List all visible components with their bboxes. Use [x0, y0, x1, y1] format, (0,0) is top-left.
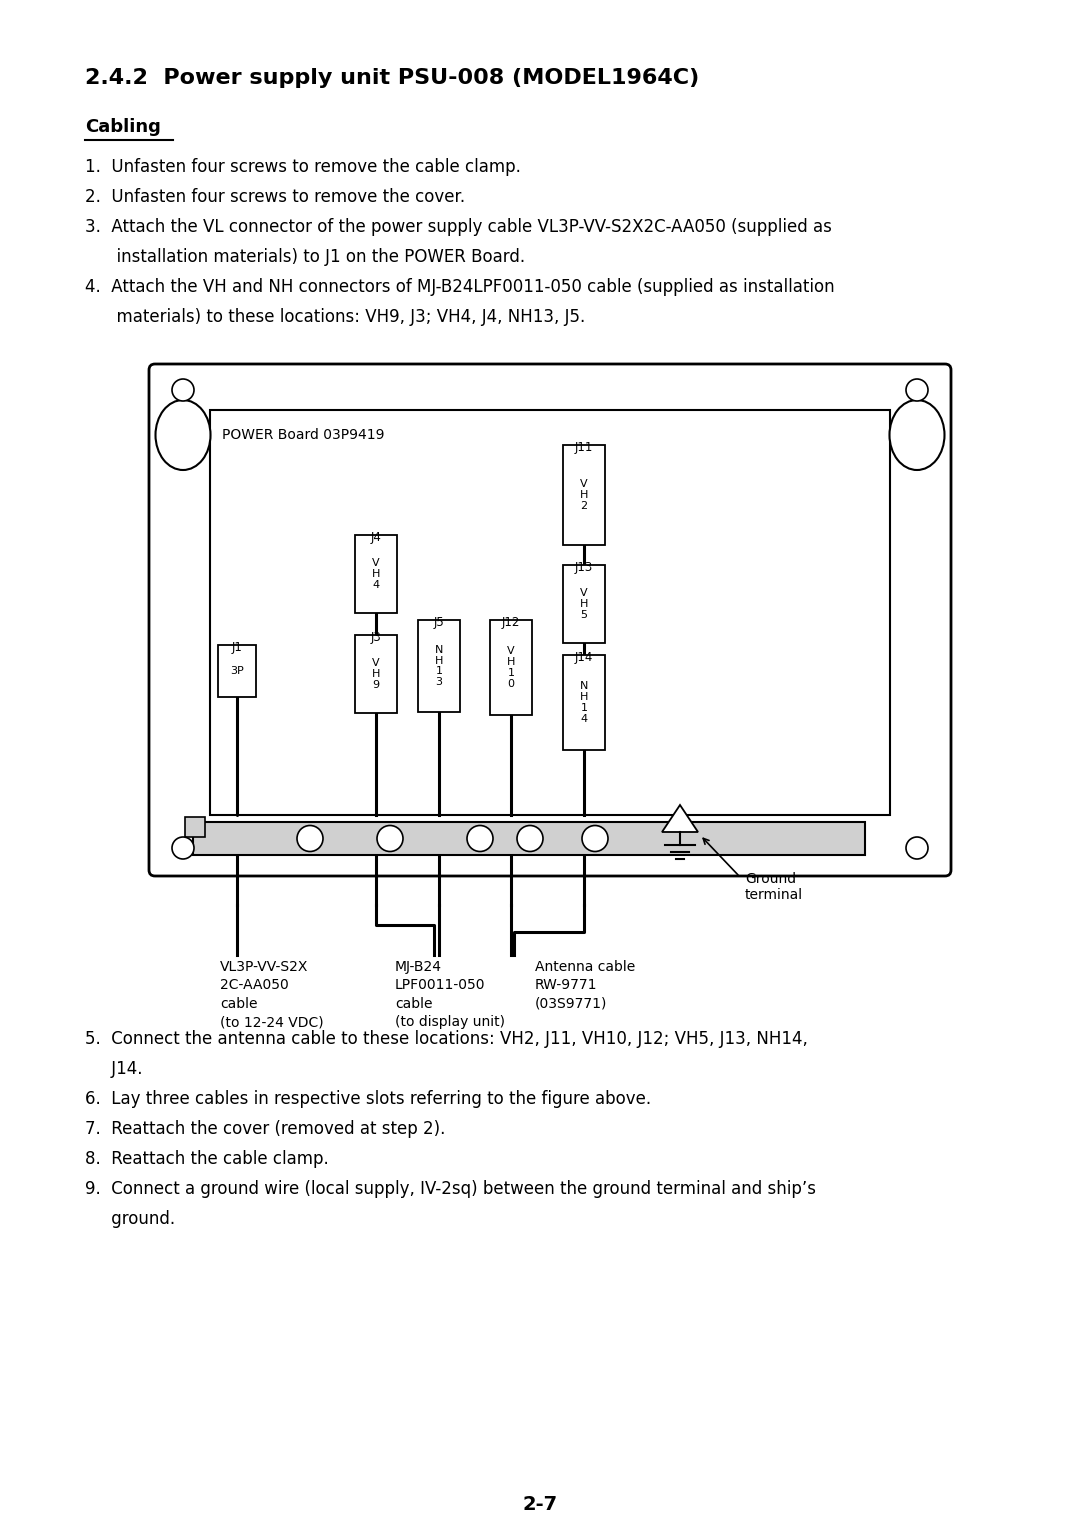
Bar [418, 620, 460, 712]
Text: J14: J14 [575, 651, 593, 665]
FancyBboxPatch shape [149, 364, 951, 876]
Ellipse shape [156, 400, 211, 471]
Text: V
H
4: V H 4 [372, 558, 380, 590]
Text: V
H
2: V H 2 [580, 480, 589, 510]
Circle shape [467, 825, 492, 851]
Text: N
H
1
3: N H 1 3 [435, 645, 443, 688]
Text: J1: J1 [231, 642, 242, 654]
Ellipse shape [890, 400, 945, 471]
Bar [563, 445, 605, 545]
Text: J12: J12 [502, 616, 521, 630]
Circle shape [517, 825, 543, 851]
Text: ground.: ground. [85, 1210, 175, 1229]
Text: V
H
1
0: V H 1 0 [507, 646, 515, 689]
Text: 2.4.2  Power supply unit PSU-008 (MODEL1964C): 2.4.2 Power supply unit PSU-008 (MODEL19… [85, 69, 699, 89]
Circle shape [582, 825, 608, 851]
Bar [210, 410, 890, 814]
Text: 8.  Reattach the cable clamp.: 8. Reattach the cable clamp. [85, 1151, 328, 1167]
Circle shape [906, 379, 928, 400]
Text: materials) to these locations: VH9, J3; VH4, J4, NH13, J5.: materials) to these locations: VH9, J3; … [85, 309, 585, 325]
Text: POWER Board 03P9419: POWER Board 03P9419 [222, 428, 384, 442]
Text: J11: J11 [575, 442, 593, 454]
Text: V
H
9: V H 9 [372, 659, 380, 689]
Text: J4: J4 [370, 532, 381, 544]
Text: V
H
5: V H 5 [580, 588, 589, 620]
Text: 4.  Attach the VH and NH connectors of MJ-B24LPF0011-050 cable (supplied as inst: 4. Attach the VH and NH connectors of MJ… [85, 278, 835, 296]
Text: Cabling: Cabling [85, 118, 161, 136]
Text: J13: J13 [575, 561, 593, 575]
Text: 7.  Reattach the cover (removed at step 2).: 7. Reattach the cover (removed at step 2… [85, 1120, 445, 1138]
Text: installation materials) to J1 on the POWER Board.: installation materials) to J1 on the POW… [85, 248, 525, 266]
Bar [355, 636, 397, 714]
Polygon shape [662, 805, 698, 833]
Circle shape [377, 825, 403, 851]
Bar [563, 565, 605, 643]
Text: 3.  Attach the VL connector of the power supply cable VL3P-VV-S2X2C-AA050 (suppl: 3. Attach the VL connector of the power … [85, 219, 832, 235]
Text: N
H
1
4: N H 1 4 [580, 681, 589, 724]
Text: 2.  Unfasten four screws to remove the cover.: 2. Unfasten four screws to remove the co… [85, 188, 465, 206]
Text: MJ-B24
LPF0011-050
cable
(to display unit): MJ-B24 LPF0011-050 cable (to display uni… [395, 960, 505, 1030]
Text: Antenna cable
RW-9771
(03S9771): Antenna cable RW-9771 (03S9771) [535, 960, 635, 1012]
Text: 5.  Connect the antenna cable to these locations: VH2, J11, VH10, J12; VH5, J13,: 5. Connect the antenna cable to these lo… [85, 1030, 808, 1048]
Bar [355, 535, 397, 613]
Text: 2-7: 2-7 [523, 1494, 557, 1514]
Text: J3: J3 [370, 631, 381, 643]
Circle shape [172, 379, 194, 400]
Text: VL3P-VV-S2X
2C-AA050
cable
(to 12-24 VDC): VL3P-VV-S2X 2C-AA050 cable (to 12-24 VDC… [220, 960, 324, 1030]
Text: 6.  Lay three cables in respective slots referring to the figure above.: 6. Lay three cables in respective slots … [85, 1089, 651, 1108]
Text: J5: J5 [434, 616, 444, 630]
Bar [193, 822, 865, 856]
Text: 1.  Unfasten four screws to remove the cable clamp.: 1. Unfasten four screws to remove the ca… [85, 157, 521, 176]
Circle shape [906, 837, 928, 859]
Text: Ground
terminal: Ground terminal [745, 872, 804, 902]
Bar [218, 645, 256, 697]
Bar [563, 656, 605, 750]
Text: 3P: 3P [230, 666, 244, 675]
Text: J14.: J14. [85, 1060, 143, 1077]
Bar [185, 817, 205, 837]
Circle shape [172, 837, 194, 859]
Circle shape [297, 825, 323, 851]
Bar [490, 620, 532, 715]
Text: 9.  Connect a ground wire (local supply, IV-2sq) between the ground terminal and: 9. Connect a ground wire (local supply, … [85, 1180, 816, 1198]
